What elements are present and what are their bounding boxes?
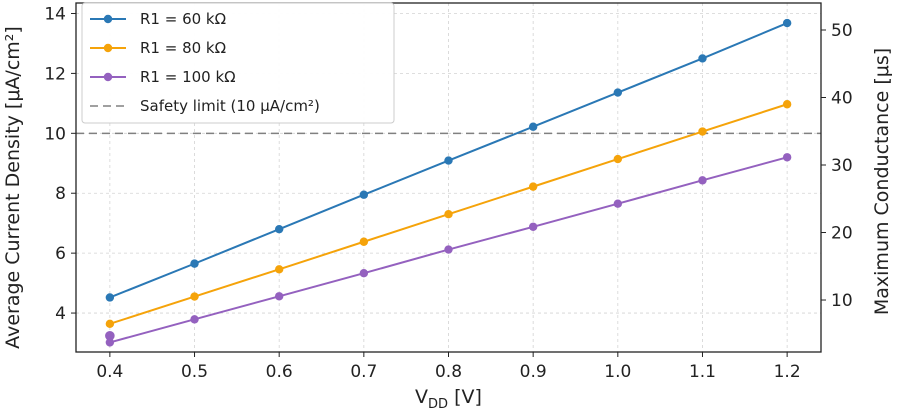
y2-tick-label: 40 — [831, 89, 853, 109]
data-point — [359, 190, 369, 199]
data-point — [782, 153, 792, 162]
legend-marker — [103, 14, 113, 24]
data-point — [105, 319, 115, 329]
data-point — [105, 338, 115, 347]
data-point — [782, 100, 792, 109]
x-tick-label: 1.2 — [774, 362, 801, 382]
data-point — [274, 265, 284, 274]
data-point — [359, 237, 369, 246]
y-tick-label: 12 — [44, 64, 66, 84]
data-point — [698, 176, 707, 185]
x-tick-label: 0.4 — [96, 362, 123, 382]
data-point — [444, 209, 453, 219]
data-point — [359, 269, 369, 278]
data-point — [444, 245, 453, 254]
x-tick-label: 0.7 — [350, 362, 377, 382]
data-point — [782, 18, 792, 28]
x-tick-label: 1.1 — [689, 362, 716, 382]
y-tick-label: 10 — [44, 124, 66, 144]
legend: R1 = 60 kΩ R1 = 80 kΩ R1 = 100 kΩ Safety li… — [81, 2, 395, 124]
data-point — [528, 182, 538, 191]
data-point — [613, 154, 623, 164]
y-tick-label: 4 — [55, 304, 66, 324]
data-point — [613, 88, 623, 97]
y2-tick-label: 50 — [831, 21, 853, 41]
data-point — [613, 199, 623, 208]
y-tick-label: 8 — [55, 184, 66, 204]
x-tick-label: 0.6 — [266, 362, 293, 382]
data-point — [190, 259, 199, 268]
y2-tick-label: 20 — [831, 224, 853, 244]
y2-axis-label: Maximum Conductance [μs] — [871, 48, 893, 315]
legend-marker — [103, 43, 113, 53]
y-tick-label: 6 — [55, 244, 66, 264]
data-point — [190, 292, 199, 301]
x-tick-label: 0.5 — [181, 362, 208, 382]
data-series — [105, 18, 792, 347]
data-point — [274, 292, 284, 301]
data-point — [528, 122, 538, 131]
y-axis-label: Average Current Density [μA/cm²] — [2, 26, 24, 349]
data-point — [274, 224, 284, 234]
data-point — [190, 315, 199, 324]
data-point — [444, 156, 453, 165]
x-axis-label: VDD [V] — [415, 386, 482, 410]
legend-label-r1-100-k: R1 = 100 kΩ — [140, 68, 236, 86]
legend-box — [81, 2, 395, 124]
y-tick-label: 14 — [44, 4, 66, 24]
data-point — [105, 293, 115, 302]
x-tick-label: 0.8 — [435, 362, 462, 382]
x-tick-label: 0.9 — [520, 362, 547, 382]
y2-tick-label: 10 — [831, 291, 853, 311]
legend-label-safety-limit-10-a-cm: Safety limit (10 μA/cm²) — [140, 97, 320, 115]
data-point — [698, 127, 707, 136]
legend-label-r1-60-k: R1 = 60 kΩ — [140, 10, 226, 28]
data-point — [528, 222, 538, 231]
x-tick-label: 1.0 — [604, 362, 631, 382]
data-point — [698, 54, 707, 63]
axis-ticks: 0.4 0.5 0.6 0.7 0.8 0.9 1.0 1.1 1.2 4 6 8 10 12 14 10 20… — [44, 4, 852, 382]
legend-marker — [103, 72, 113, 82]
extra-data-point — [105, 331, 115, 341]
y2-tick-label: 30 — [831, 156, 853, 176]
legend-label-r1-80-k: R1 = 80 kΩ — [140, 39, 226, 57]
